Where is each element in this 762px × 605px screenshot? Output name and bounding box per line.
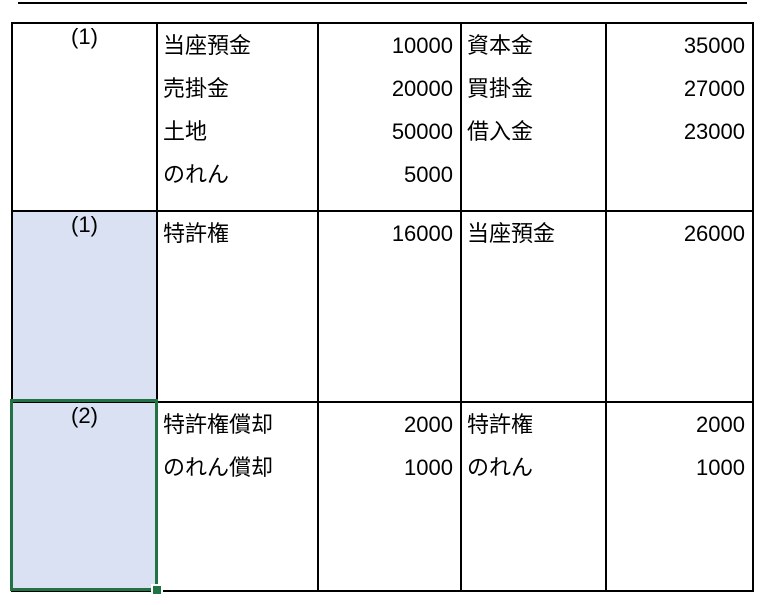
credit-account-name: 当座預金 — [467, 221, 556, 246]
journal-entry-row-3: (2) 特許権償却 のれん償却 2000 1000 特許権 のれん 2000 1… — [11, 401, 754, 592]
credit-account-name: 資本金 — [467, 33, 534, 58]
debit-amount: 50000 — [391, 119, 453, 144]
credit-amount-cell[interactable]: 35000 27000 23000 — [605, 22, 754, 212]
credit-amount: 1000 — [696, 455, 745, 480]
debit-amount-cell[interactable]: 10000 20000 50000 5000 — [317, 22, 462, 212]
debit-amount-cell[interactable]: 2000 1000 — [317, 401, 462, 592]
credit-account-name: のれん — [467, 455, 534, 480]
credit-amount: 27000 — [683, 76, 745, 101]
debit-amount: 16000 — [391, 221, 453, 246]
credit-account-name: 特許権 — [467, 412, 534, 437]
debit-amount: 5000 — [404, 162, 453, 187]
debit-account-cell[interactable]: 当座預金 売掛金 土地 のれん — [156, 22, 319, 212]
credit-amount: 26000 — [683, 221, 745, 246]
entry-label-cell[interactable]: (1) — [11, 210, 158, 403]
credit-amount-cell[interactable]: 26000 — [605, 210, 754, 403]
debit-account-name: のれん償却 — [163, 455, 274, 480]
debit-amount: 20000 — [391, 76, 453, 101]
entry-label: (1) — [71, 212, 98, 237]
journal-entry-row-1: (1) 当座預金 売掛金 土地 のれん 10000 20000 50000 50… — [11, 22, 754, 212]
journal-entry-row-2: (1) 特許権 16000 当座預金 26000 — [11, 210, 754, 403]
credit-amount-cell[interactable]: 2000 1000 — [605, 401, 754, 592]
debit-account-name: 売掛金 — [163, 76, 230, 101]
entry-label-cell[interactable]: (1) — [11, 22, 158, 212]
journal-entries-table: (1) 当座預金 売掛金 土地 のれん 10000 20000 50000 50… — [11, 22, 754, 592]
debit-account-name: 土地 — [163, 119, 208, 144]
credit-account-cell[interactable]: 特許権 のれん — [460, 401, 607, 592]
entry-label: (1) — [71, 24, 98, 49]
debit-amount: 10000 — [391, 33, 453, 58]
debit-account-name: 特許権償却 — [163, 412, 274, 437]
debit-account-cell[interactable]: 特許権 — [156, 210, 319, 403]
credit-account-name: 借入金 — [467, 119, 534, 144]
entry-label-cell-selected[interactable]: (2) — [11, 401, 158, 592]
debit-account-name: 当座預金 — [163, 33, 252, 58]
credit-account-cell[interactable]: 当座預金 — [460, 210, 607, 403]
credit-amount: 2000 — [696, 412, 745, 437]
debit-account-cell[interactable]: 特許権償却 のれん償却 — [156, 401, 319, 592]
credit-account-cell[interactable]: 資本金 買掛金 借入金 — [460, 22, 607, 212]
credit-amount: 35000 — [683, 33, 745, 58]
entry-label: (2) — [71, 403, 98, 428]
credit-amount: 23000 — [683, 119, 745, 144]
debit-amount: 2000 — [404, 412, 453, 437]
previous-row-bottom-border — [18, 2, 747, 4]
fill-handle[interactable] — [151, 584, 163, 596]
credit-account-name: 買掛金 — [467, 76, 534, 101]
debit-amount-cell[interactable]: 16000 — [317, 210, 462, 403]
debit-amount: 1000 — [404, 455, 453, 480]
debit-account-name: 特許権 — [163, 221, 230, 246]
debit-account-name: のれん — [163, 162, 230, 187]
